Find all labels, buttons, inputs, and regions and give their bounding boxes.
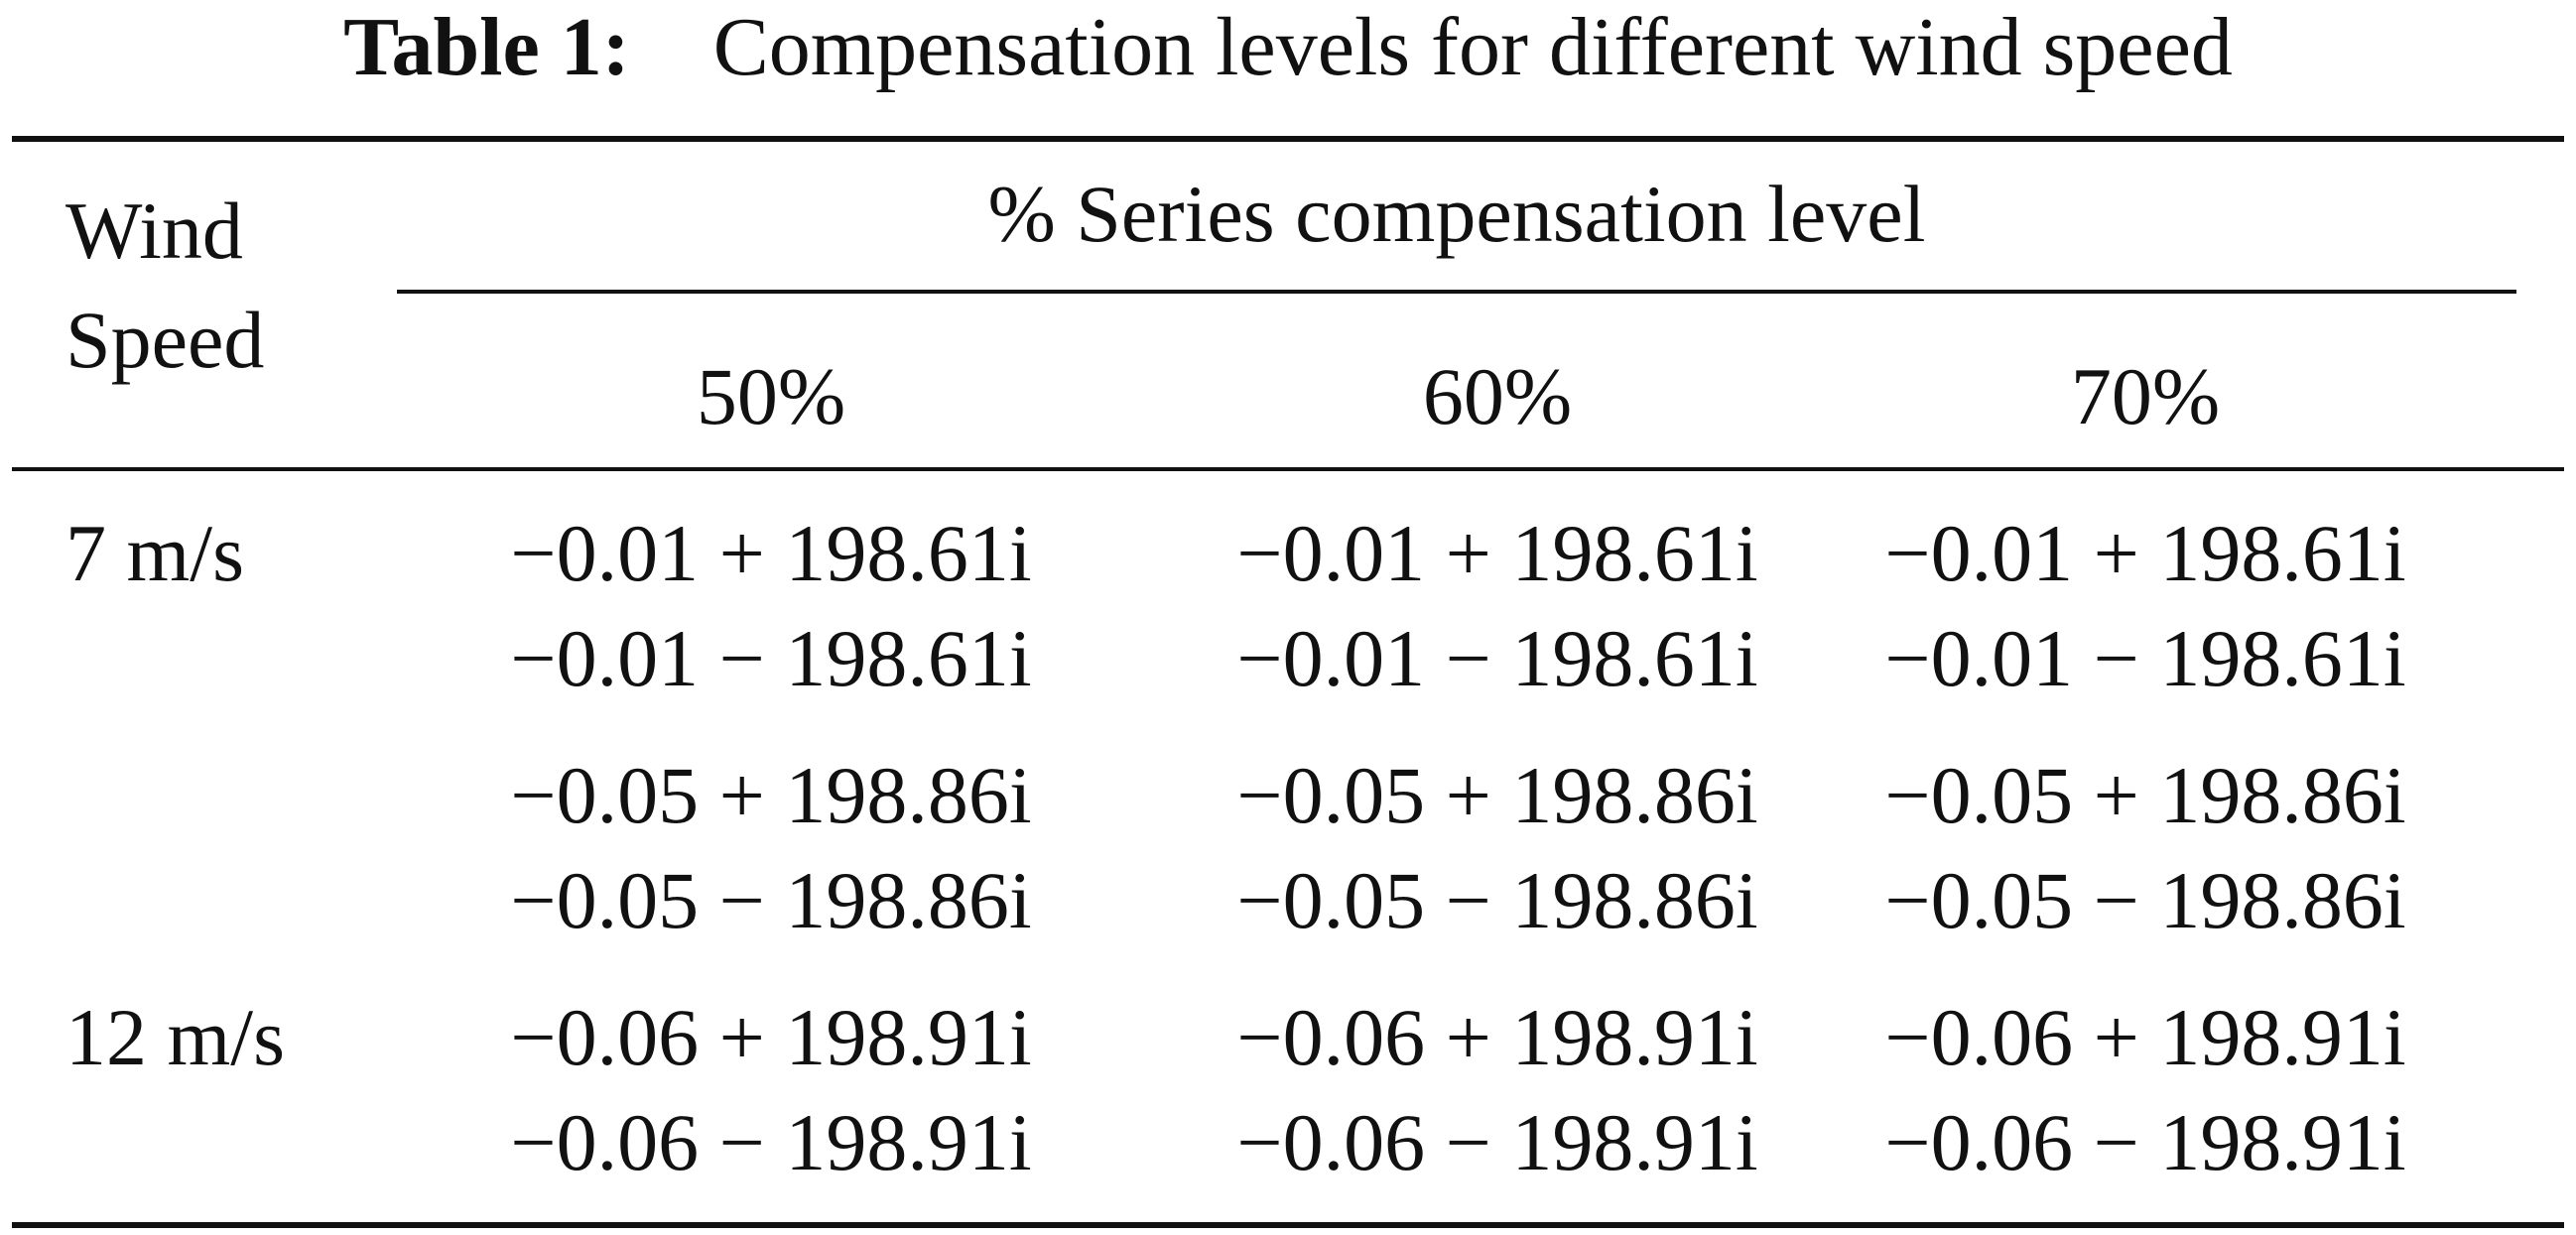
- caption-spacer: [651, 1, 693, 93]
- table-bottom-rule: [12, 1222, 2564, 1228]
- table-cell: −0.06 − 198.91i: [510, 1097, 1032, 1187]
- table-cell: −0.06 − 198.91i: [1884, 1097, 2406, 1187]
- column-header-70: 70%: [2070, 351, 2221, 441]
- column-header-50: 50%: [696, 351, 846, 441]
- group-header-rule: [397, 290, 2516, 294]
- table-cell: −0.05 + 198.86i: [510, 750, 1032, 840]
- header-bottom-rule: [12, 467, 2564, 471]
- table-cell: −0.05 − 198.86i: [510, 855, 1032, 945]
- table-cell: −0.05 + 198.86i: [1236, 750, 1758, 840]
- table-cell: −0.01 − 198.61i: [1884, 613, 2406, 703]
- table-top-rule: [12, 136, 2564, 142]
- caption-text: Compensation levels for different wind s…: [712, 1, 2233, 93]
- group-header: % Series compensation level: [987, 169, 1926, 259]
- row-label-12-ms: 12 m/s: [65, 992, 285, 1082]
- table-cell: −0.05 − 198.86i: [1884, 855, 2406, 945]
- table-cell: −0.06 + 198.91i: [1236, 992, 1758, 1082]
- table-cell: −0.01 − 198.61i: [1236, 613, 1758, 703]
- table-cell: −0.01 + 198.61i: [1884, 508, 2406, 598]
- table-cell: −0.01 + 198.61i: [510, 508, 1032, 598]
- table-cell: −0.06 + 198.91i: [510, 992, 1032, 1082]
- table-cell: −0.01 − 198.61i: [510, 613, 1032, 703]
- table-cell: −0.05 + 198.86i: [1884, 750, 2406, 840]
- table-cell: −0.06 − 198.91i: [1236, 1097, 1758, 1187]
- row-label-7-ms: 7 m/s: [65, 508, 244, 598]
- caption-label: Table 1:: [343, 1, 630, 93]
- table-caption: Table 1: Compensation levels for differe…: [0, 0, 2576, 117]
- table-cell: −0.06 + 198.91i: [1884, 992, 2406, 1082]
- stub-header: Wind Speed: [65, 185, 265, 385]
- table-cell: −0.01 + 198.61i: [1236, 508, 1758, 598]
- column-header-60: 60%: [1422, 351, 1573, 441]
- table-cell: −0.05 − 198.86i: [1236, 855, 1758, 945]
